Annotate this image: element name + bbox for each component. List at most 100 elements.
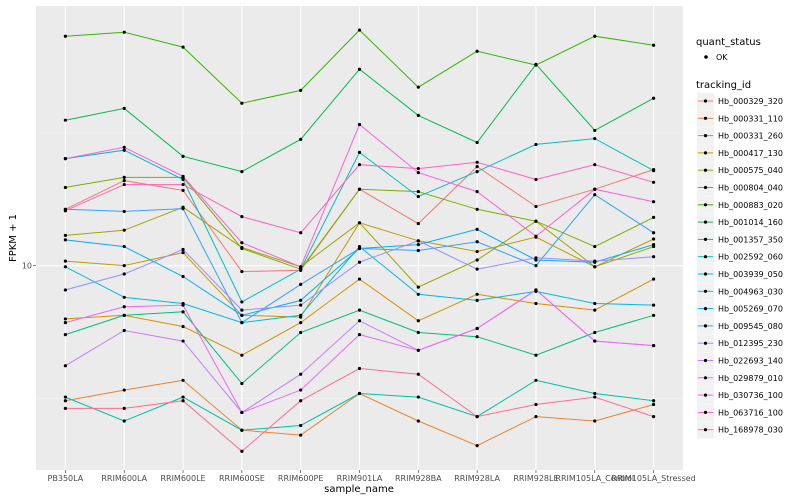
- data-point-Hb_030736_100: [416, 171, 420, 175]
- data-point-Hb_001357_350: [475, 335, 479, 339]
- data-point-Hb_029879_010: [299, 388, 303, 392]
- data-point-Hb_000331_110: [416, 419, 420, 423]
- data-point-Hb_000331_110: [475, 444, 479, 448]
- data-point-Hb_030736_100: [63, 156, 68, 161]
- data-point-Hb_063716_100: [357, 163, 362, 167]
- data-point-Hb_009545_080: [475, 240, 479, 244]
- data-point-Hb_000804_040: [534, 219, 538, 223]
- data-point-Hb_168978_030: [651, 415, 656, 419]
- data-point-Hb_004963_030: [63, 265, 68, 269]
- data-point-Hb_000804_040: [475, 207, 479, 211]
- data-point-Hb_005269_070: [651, 243, 656, 247]
- legend-label-Hb_000329_320: Hb_000329_320: [718, 97, 783, 106]
- data-point-Hb_000331_110: [122, 388, 126, 392]
- data-point-Hb_000804_040: [122, 175, 126, 179]
- data-point-Hb_012395_230: [63, 288, 68, 292]
- data-point-Hb_012395_230: [534, 256, 538, 260]
- data-point-Hb_000417_130: [122, 264, 126, 268]
- data-point-Hb_003939_050: [475, 170, 479, 174]
- data-point-Hb_002592_060: [534, 378, 538, 382]
- data-point-Hb_003939_050: [299, 267, 303, 271]
- data-point-Hb_168978_030: [63, 406, 68, 411]
- data-point-Hb_001014_160: [122, 106, 126, 110]
- legend-label-Hb_009545_080: Hb_009545_080: [718, 322, 783, 331]
- data-point-Hb_001014_160: [593, 128, 597, 133]
- data-point-Hb_063716_100: [416, 166, 420, 171]
- data-point-Hb_030736_100: [534, 234, 538, 238]
- data-point-Hb_168978_030: [299, 399, 303, 403]
- data-point-Hb_009545_080: [534, 264, 538, 268]
- data-point-Hb_029879_010: [181, 303, 185, 307]
- data-point-Hb_000417_130: [651, 237, 656, 241]
- data-point-Hb_012395_230: [651, 255, 656, 259]
- data-point-Hb_000331_110: [63, 399, 68, 403]
- data-point-Hb_030736_100: [240, 241, 244, 245]
- legend-key-point: [703, 185, 708, 190]
- data-point-Hb_000331_260: [299, 321, 303, 325]
- data-point-Hb_004963_030: [122, 295, 126, 299]
- data-point-Hb_000331_260: [357, 277, 362, 281]
- data-point-Hb_029879_010: [593, 339, 597, 343]
- data-point-Hb_012395_230: [181, 247, 185, 252]
- data-point-Hb_000331_260: [593, 308, 597, 312]
- x-axis: PB350LA RRIM600LA RRIM600LE RRIM600SE RRIM60…: [48, 470, 696, 483]
- legend-key-point: [703, 255, 708, 259]
- data-point-Hb_003939_050: [357, 150, 362, 154]
- data-point-Hb_168978_030: [357, 366, 362, 371]
- data-point-Hb_030736_100: [181, 174, 185, 178]
- point-legend: OK: [704, 53, 728, 62]
- data-point-Hb_000883_020: [63, 34, 68, 38]
- data-point-Hb_000329_320: [416, 221, 420, 226]
- data-point-Hb_003939_050: [181, 177, 185, 182]
- data-point-Hb_000331_110: [181, 378, 185, 382]
- data-point-Hb_000331_110: [299, 433, 303, 437]
- legend-point-key: [704, 55, 708, 59]
- data-point-Hb_003939_050: [534, 142, 538, 147]
- color-legend: Hb_000329_320 Hb_000331_110 Hb_000331_260 H…: [697, 93, 783, 439]
- data-point-Hb_168978_030: [475, 415, 479, 419]
- data-point-Hb_004963_030: [651, 303, 656, 307]
- data-point-Hb_000331_260: [63, 317, 68, 321]
- legend-label-Hb_000883_020: Hb_000883_020: [718, 201, 783, 210]
- data-point-Hb_168978_030: [240, 449, 244, 453]
- data-point-Hb_022693_140: [122, 328, 126, 333]
- data-point-Hb_030736_100: [475, 190, 479, 194]
- x-tick-label: RRIM928BA: [395, 474, 442, 483]
- legend-key-point: [703, 410, 708, 414]
- data-point-Hb_009545_080: [299, 282, 303, 286]
- x-axis-title: sample_name: [324, 484, 394, 495]
- data-point-Hb_009545_080: [181, 206, 185, 211]
- data-point-Hb_030736_100: [593, 187, 597, 191]
- legend-key-point: [703, 307, 708, 311]
- data-point-Hb_002592_060: [63, 395, 68, 399]
- data-point-Hb_009545_080: [240, 321, 244, 325]
- data-point-Hb_000883_020: [240, 101, 244, 105]
- data-point-Hb_003939_050: [122, 148, 126, 152]
- data-point-Hb_000883_020: [181, 45, 185, 49]
- data-point-Hb_063716_100: [240, 214, 244, 219]
- legend-label-Hb_001357_350: Hb_001357_350: [718, 235, 783, 244]
- legend-label-Hb_004963_030: Hb_004963_030: [718, 287, 783, 296]
- data-point-Hb_000575_040: [63, 233, 68, 237]
- data-point-Hb_000883_020: [357, 28, 362, 32]
- x-tick-label: RRIM105LA_Control: [555, 474, 634, 483]
- data-point-Hb_168978_030: [416, 372, 420, 376]
- legend-key-point: [703, 428, 708, 432]
- data-point-Hb_000417_130: [181, 250, 185, 255]
- legend-key-point: [703, 151, 708, 155]
- data-point-Hb_063716_100: [534, 177, 538, 182]
- data-point-Hb_000331_260: [534, 301, 538, 306]
- data-point-Hb_000804_040: [240, 246, 244, 251]
- data-point-Hb_001014_160: [475, 140, 479, 145]
- data-point-Hb_004963_030: [416, 292, 420, 296]
- data-point-Hb_002592_060: [181, 395, 185, 399]
- data-point-Hb_001014_160: [534, 62, 538, 66]
- data-point-Hb_168978_030: [534, 402, 538, 407]
- data-point-Hb_000804_040: [63, 185, 68, 190]
- x-tick-label: RRIM928LA: [454, 474, 500, 483]
- data-point-Hb_003939_050: [416, 194, 420, 199]
- data-point-Hb_000331_110: [651, 402, 656, 407]
- data-point-Hb_000331_260: [240, 353, 244, 357]
- data-point-Hb_001014_160: [181, 154, 185, 158]
- data-point-Hb_002592_060: [593, 391, 597, 396]
